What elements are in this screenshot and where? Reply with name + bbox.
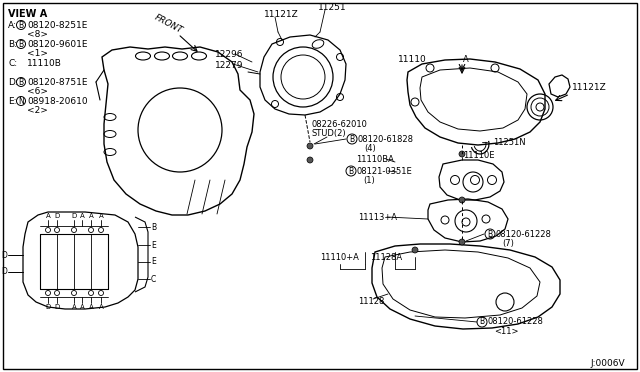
Text: 08121-0351E: 08121-0351E: [357, 167, 413, 176]
Text: 11128A: 11128A: [370, 253, 402, 262]
Circle shape: [459, 197, 465, 203]
Bar: [40, 234, 108, 289]
Text: (1): (1): [363, 176, 375, 185]
Text: D: D: [54, 304, 60, 310]
Text: 08120-8251E: 08120-8251E: [27, 20, 88, 29]
Circle shape: [88, 291, 93, 295]
Circle shape: [412, 247, 418, 253]
Text: B: B: [19, 39, 24, 48]
Circle shape: [54, 228, 60, 232]
Text: 08918-20610: 08918-20610: [27, 96, 88, 106]
Circle shape: [459, 151, 465, 157]
Text: A: A: [99, 213, 104, 219]
Text: B:: B:: [8, 39, 17, 48]
Text: <11>: <11>: [494, 327, 518, 336]
Text: 12296: 12296: [215, 49, 243, 58]
Text: 11121Z: 11121Z: [264, 10, 299, 19]
Text: 11110B: 11110B: [27, 58, 62, 67]
Text: A: A: [79, 304, 84, 310]
Text: 11128: 11128: [358, 298, 385, 307]
Circle shape: [54, 291, 60, 295]
Text: N: N: [18, 96, 24, 106]
Text: 08120-61228: 08120-61228: [496, 230, 552, 238]
Text: (7): (7): [502, 238, 514, 247]
Text: B: B: [19, 20, 24, 29]
Text: 11110+A: 11110+A: [320, 253, 359, 262]
Text: D:: D:: [8, 77, 18, 87]
Text: C:: C:: [8, 58, 17, 67]
Text: <6>: <6>: [27, 87, 48, 96]
Text: 08120-9601E: 08120-9601E: [27, 39, 88, 48]
Circle shape: [459, 239, 465, 245]
Text: VIEW A: VIEW A: [8, 9, 47, 19]
Circle shape: [307, 157, 313, 163]
Text: B: B: [349, 135, 355, 144]
Circle shape: [88, 228, 93, 232]
Text: B: B: [488, 230, 493, 238]
Text: 08120-8751E: 08120-8751E: [27, 77, 88, 87]
Text: E:: E:: [8, 96, 17, 106]
Text: B: B: [479, 317, 484, 327]
Text: A: A: [463, 55, 468, 64]
Text: E: E: [151, 241, 156, 250]
Text: (4): (4): [364, 144, 376, 153]
Text: A: A: [45, 213, 51, 219]
Text: A: A: [88, 213, 93, 219]
Text: <8>: <8>: [27, 29, 48, 38]
Circle shape: [45, 228, 51, 232]
Text: 11121Z: 11121Z: [572, 83, 607, 92]
Text: 08120-61228: 08120-61228: [488, 317, 544, 327]
Text: E: E: [151, 257, 156, 266]
Text: A: A: [88, 304, 93, 310]
Text: FRONT: FRONT: [152, 13, 184, 35]
Text: D: D: [1, 267, 7, 276]
Text: <2>: <2>: [27, 106, 48, 115]
Circle shape: [99, 228, 104, 232]
Circle shape: [45, 291, 51, 295]
Text: A: A: [79, 213, 84, 219]
Text: 11251: 11251: [318, 3, 347, 12]
Text: 11251N: 11251N: [493, 138, 525, 147]
Text: D: D: [72, 213, 77, 219]
Text: D: D: [54, 213, 60, 219]
Text: A: A: [99, 304, 104, 310]
Text: 11110: 11110: [398, 55, 427, 64]
Circle shape: [72, 228, 77, 232]
Text: A:: A:: [8, 20, 17, 29]
Text: 08120-61828: 08120-61828: [358, 135, 414, 144]
Text: D: D: [45, 304, 51, 310]
Text: B: B: [151, 222, 156, 231]
Circle shape: [307, 143, 313, 149]
Text: 08226-62010: 08226-62010: [312, 119, 368, 128]
Circle shape: [99, 291, 104, 295]
Text: A: A: [72, 304, 76, 310]
Text: 11110BA: 11110BA: [356, 154, 394, 164]
Circle shape: [72, 291, 77, 295]
Text: C: C: [151, 275, 156, 283]
Text: J:0006V: J:0006V: [590, 359, 625, 368]
Text: D: D: [1, 250, 7, 260]
Text: STUD(2): STUD(2): [312, 128, 347, 138]
Text: B: B: [348, 167, 353, 176]
Text: 11113+A: 11113+A: [358, 212, 397, 221]
Text: B: B: [19, 77, 24, 87]
Text: 12279: 12279: [215, 61, 243, 70]
Text: 11110E: 11110E: [463, 151, 495, 160]
Text: <1>: <1>: [27, 48, 48, 58]
